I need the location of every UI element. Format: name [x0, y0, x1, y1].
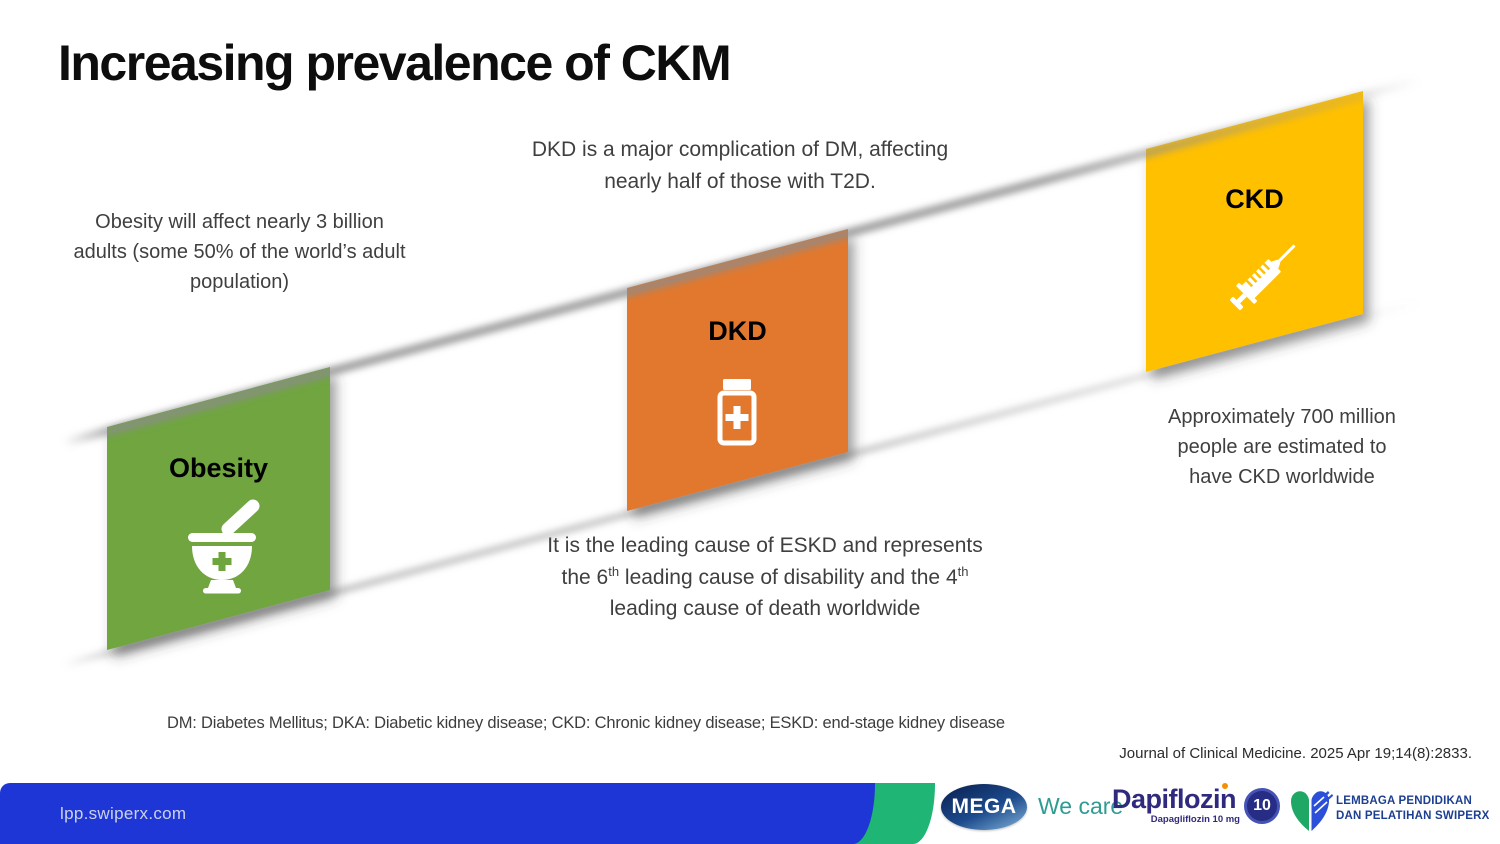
- abbreviations-footnote: DM: Diabetes Mellitus; DKA: Diabetic kid…: [167, 714, 1005, 732]
- dose-10-badge-text: 10: [1253, 797, 1271, 814]
- syringe-icon: [1230, 244, 1296, 310]
- dkd-block: [627, 229, 848, 511]
- ramp-top-shadow: [61, 75, 1422, 448]
- dapiflozin-accent-dot-icon: [1222, 783, 1228, 789]
- swiperx-logo-text: LEMBAGA PENDIDIKAN DAN PELATIHAN SWIPERX: [1336, 794, 1490, 824]
- footer-url: lpp.swiperx.com: [60, 803, 187, 823]
- dapiflozin-subtext: Dapagliflozin 10 mg: [1150, 814, 1240, 825]
- footer-blue-bar: lpp.swiperx.com: [0, 783, 875, 844]
- eskd-note-sup1: th: [608, 563, 620, 579]
- ramp-diagram: [61, 75, 1422, 669]
- mega-logo: MEGA: [941, 784, 1027, 830]
- page-title: Increasing prevalence of CKM: [58, 35, 732, 91]
- ckd-note: Approximately 700 million people are est…: [1168, 406, 1396, 488]
- swiperx-line2: DAN PELATIHAN SWIPERX: [1336, 809, 1490, 822]
- journal-citation: Journal of Clinical Medicine. 2025 Apr 1…: [1119, 745, 1472, 762]
- mortar-pestle-icon: [188, 499, 260, 594]
- eskd-note-part3: leading cause of death worldwide: [609, 597, 921, 620]
- dkd-block-label: DKD: [708, 316, 767, 346]
- swiperx-line1: LEMBAGA PENDIDIKAN: [1336, 795, 1473, 807]
- obesity-block-label: Obesity: [168, 453, 269, 483]
- mega-logo-text: MEGA: [951, 795, 1017, 818]
- ckd-block-label: CKD: [1225, 184, 1284, 214]
- obesity-note: Obesity will affect nearly 3 billion adu…: [73, 211, 406, 293]
- dose-10-badge: 10: [1244, 788, 1280, 824]
- eskd-note: It is the leading cause of ESKD and repr…: [540, 530, 990, 625]
- dkd-note: DKD is a major complication of DM, affec…: [531, 138, 949, 193]
- mega-tagline: We care: [1038, 793, 1124, 819]
- eskd-note-part1: It is the leading cause of ESKD and repr…: [547, 534, 983, 589]
- ramp-bottom-shadow: [62, 298, 1421, 669]
- ckd-block: [1146, 91, 1363, 372]
- obesity-block: [107, 367, 330, 650]
- pill-bottle-icon: [717, 379, 757, 446]
- dapiflozin-logo: Dapiflozin Dapagliflozin 10 mg: [1112, 783, 1240, 825]
- dapiflozin-logo-text: Dapiflozin: [1112, 784, 1237, 814]
- eskd-note-sup2: th: [957, 563, 969, 579]
- swiperx-heart-icon: [1291, 791, 1334, 831]
- eskd-note-part2: leading cause of disability and the 4: [619, 565, 958, 589]
